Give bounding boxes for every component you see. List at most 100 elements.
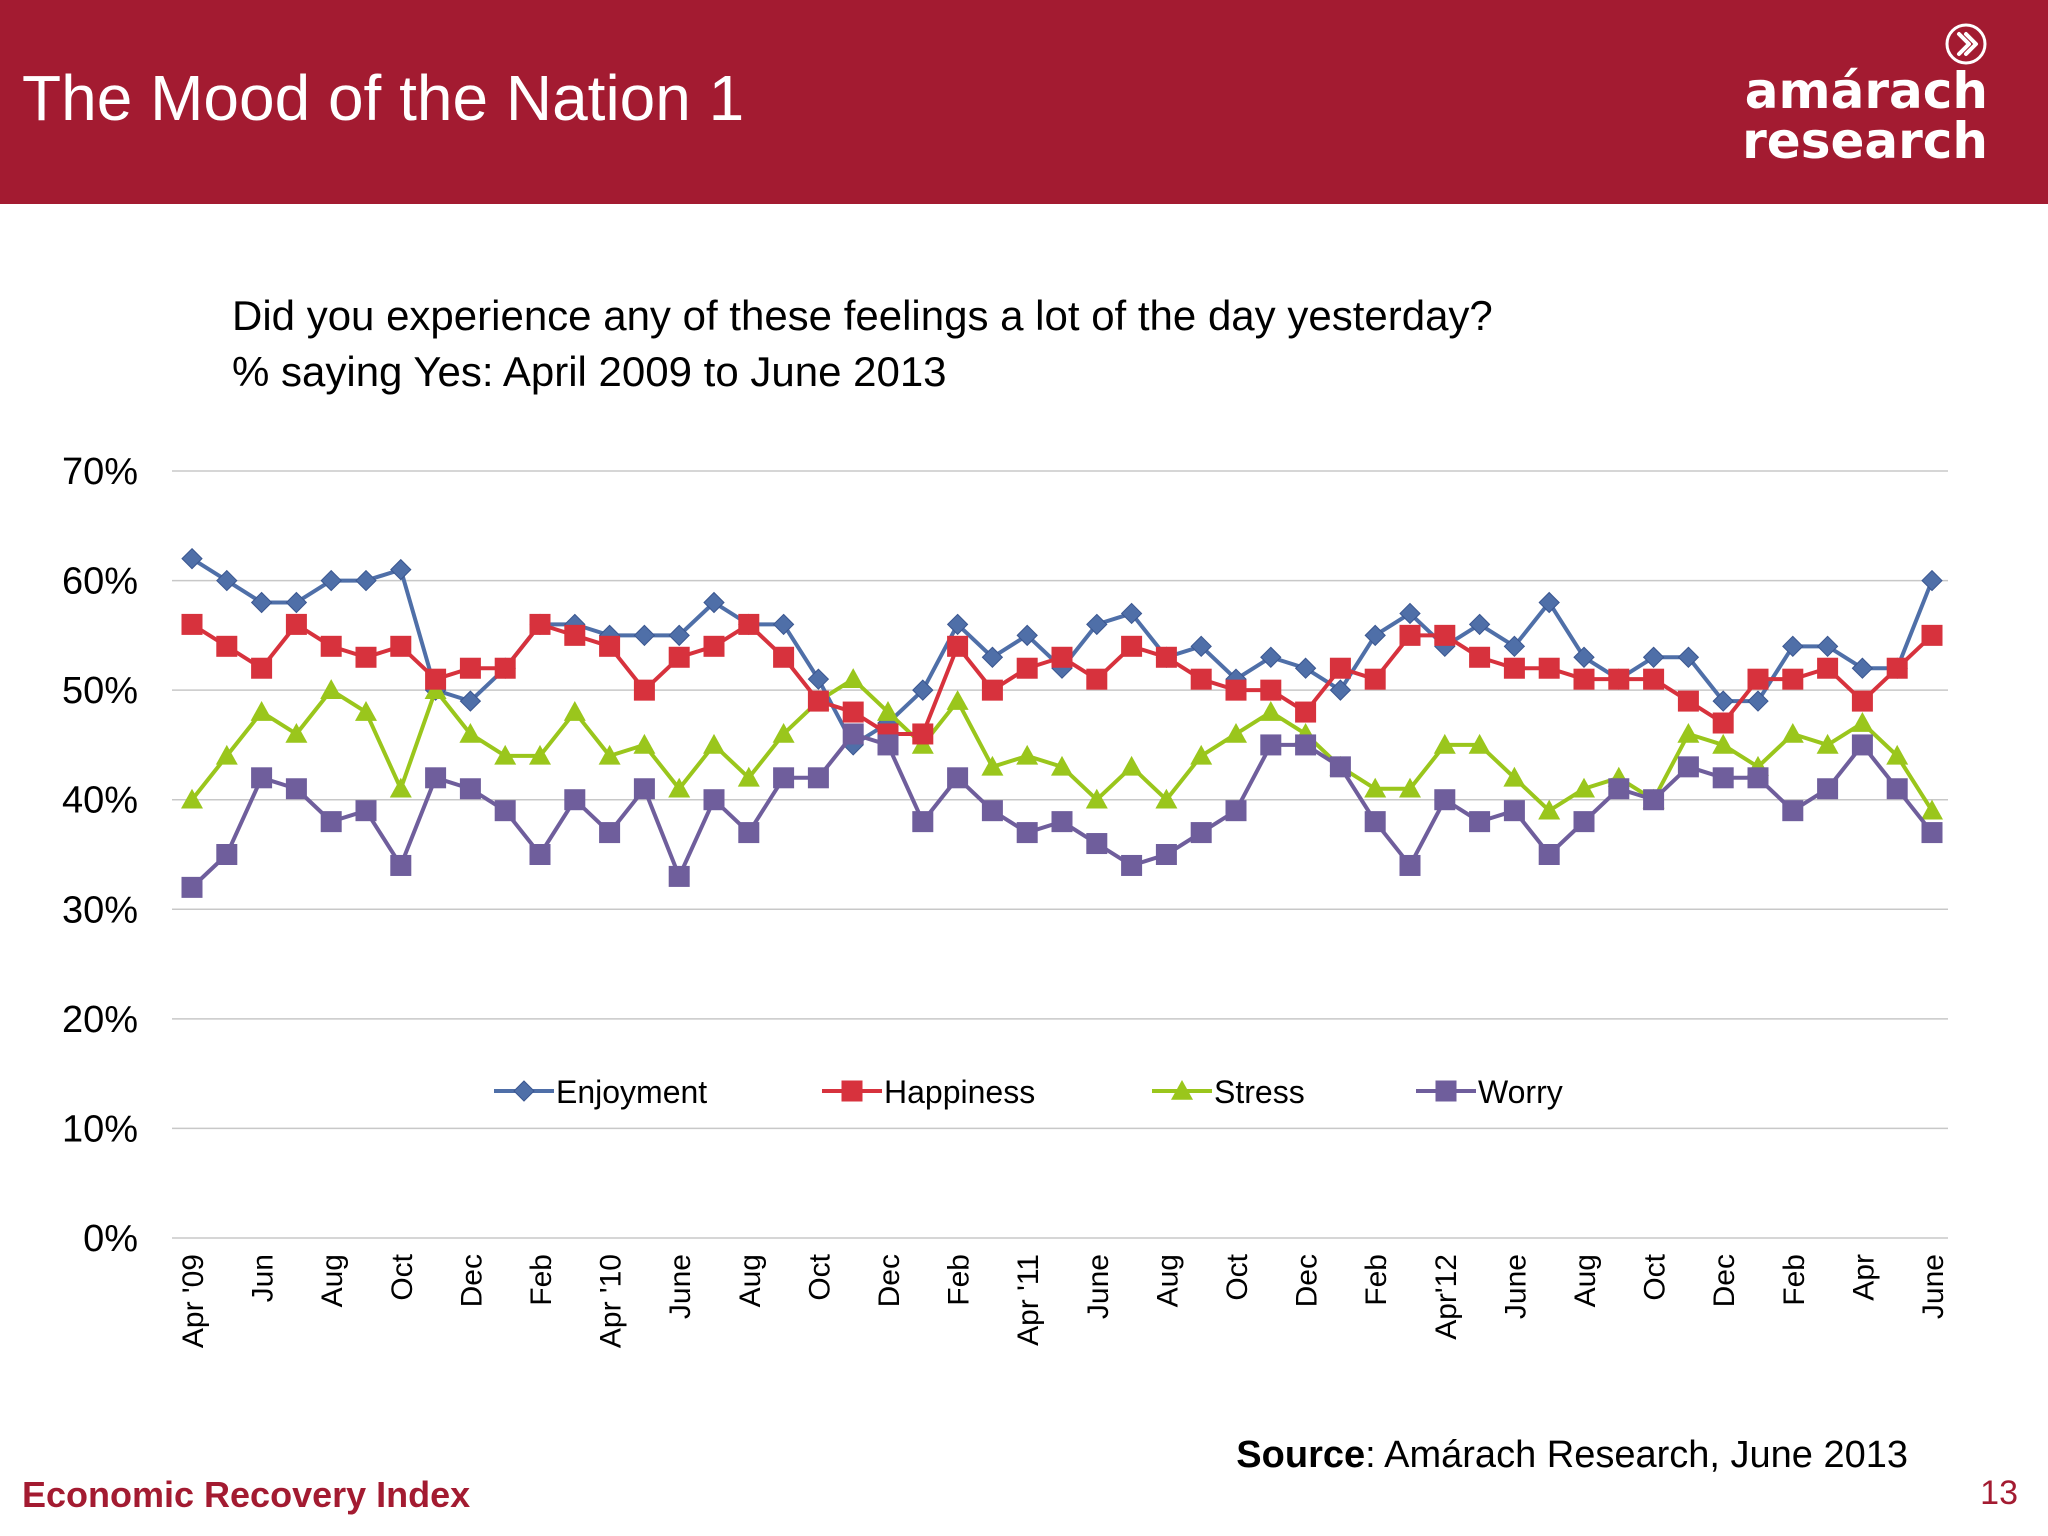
worry-point <box>1364 811 1386 833</box>
enjoyment-point <box>216 569 238 592</box>
legend-marker-happiness <box>841 1080 863 1102</box>
x-tick-label: Feb <box>1778 1254 1811 1306</box>
worry-point <box>1747 767 1769 789</box>
stress-point <box>1259 701 1282 721</box>
happiness-point <box>773 646 795 668</box>
stress-point <box>1364 777 1387 798</box>
worry-point <box>1608 778 1630 800</box>
enjoyment-point <box>1120 602 1143 625</box>
enjoyment-point <box>1503 635 1526 658</box>
worry-point <box>529 844 551 865</box>
stress-point <box>1677 722 1700 743</box>
x-tick-label: June <box>1499 1254 1532 1319</box>
worry-point <box>1538 844 1560 865</box>
x-tick-label: June <box>1082 1254 1115 1319</box>
happiness-point <box>1608 668 1630 690</box>
enjoyment-point <box>1712 690 1734 712</box>
source-note: Source: Amárach Research, June 2013 <box>1236 1434 1908 1477</box>
happiness-point <box>1260 679 1282 701</box>
logo: amárach research <box>1738 22 1988 172</box>
happiness-point <box>633 679 655 701</box>
happiness-point <box>807 690 829 712</box>
enjoyment-point <box>1747 690 1769 712</box>
happiness-point <box>1190 668 1212 690</box>
worry-point <box>1190 822 1212 844</box>
worry-point <box>1921 822 1943 844</box>
stress-point <box>981 755 1004 776</box>
x-tick-label: Oct <box>803 1253 836 1300</box>
happiness-point <box>425 668 447 690</box>
happiness-point <box>1051 646 1073 668</box>
x-tick-label: Apr '10 <box>595 1254 628 1348</box>
happiness-point <box>1573 668 1595 690</box>
happiness-point <box>1121 635 1143 657</box>
happiness-point <box>1469 646 1491 668</box>
stress-point <box>1573 777 1595 798</box>
source-label: Source <box>1236 1434 1366 1476</box>
footer-label: Economic Recovery Index <box>22 1474 471 1515</box>
worry-point <box>1886 778 1908 800</box>
x-tick-label: June <box>1917 1254 1950 1319</box>
worry-point <box>181 876 203 898</box>
stress-point <box>355 701 377 721</box>
happiness-point <box>181 613 203 635</box>
y-tick-label: 50% <box>62 670 138 712</box>
enjoyment-point <box>1851 657 1874 679</box>
worry-point <box>1329 756 1351 778</box>
stress-point <box>1921 799 1943 820</box>
enjoyment-point <box>250 591 273 614</box>
legend-label-enjoyment: Enjoyment <box>556 1074 707 1110</box>
stress-point <box>389 777 412 798</box>
worry-point <box>1086 833 1108 855</box>
enjoyment-point <box>1921 569 1943 592</box>
logo-text: amárach research <box>1742 66 1988 166</box>
worry-point <box>703 789 725 811</box>
stress-point <box>633 733 656 754</box>
happiness-point <box>1016 657 1038 679</box>
happiness-point <box>564 624 586 646</box>
worry-point <box>877 734 899 756</box>
stress-point <box>320 679 343 699</box>
happiness-point <box>1851 690 1873 712</box>
enjoyment-point <box>981 646 1004 668</box>
y-tick-label: 70% <box>62 451 138 493</box>
worry-point <box>1469 811 1491 833</box>
stress-point <box>494 744 517 765</box>
worry-point <box>912 811 934 833</box>
stress-point <box>563 701 586 721</box>
stress-point <box>215 744 238 765</box>
header-bar: The Mood of the Nation 1 amárach researc… <box>0 0 2048 204</box>
happiness-point <box>912 723 934 745</box>
happiness-point <box>216 635 238 657</box>
enjoyment-point <box>1086 613 1108 636</box>
stress-point <box>946 690 969 710</box>
legend-marker-stress <box>1171 1080 1193 1100</box>
x-tick-label: Apr '09 <box>177 1254 210 1348</box>
logo-line-1: amárach <box>1744 62 1988 120</box>
stress-point <box>737 766 760 787</box>
x-tick-label: Oct <box>386 1253 419 1300</box>
worry-point <box>1399 854 1421 876</box>
worry-point <box>633 778 655 800</box>
x-tick-label: Oct <box>1639 1253 1672 1300</box>
x-tick-label: Apr <box>1847 1254 1880 1301</box>
stress-point <box>1051 755 1073 776</box>
logo-line-2: research <box>1742 112 1988 170</box>
enjoyment-point <box>1816 635 1839 658</box>
x-tick-label: Feb <box>1360 1254 1393 1306</box>
x-tick-label: Feb <box>943 1254 976 1306</box>
worry-point <box>1225 800 1247 822</box>
enjoyment-point <box>320 569 342 592</box>
worry-point <box>320 811 342 833</box>
happiness-point <box>1434 624 1456 646</box>
happiness-point <box>1782 668 1804 690</box>
enjoyment-point <box>181 547 203 570</box>
stress-point <box>1712 733 1735 754</box>
x-tick-label: Dec <box>873 1254 906 1307</box>
worry-point <box>216 844 238 865</box>
stress-point <box>842 668 865 688</box>
legend-marker-enjoyment <box>513 1080 535 1102</box>
stress-point <box>1816 733 1839 754</box>
worry-point <box>285 778 307 800</box>
x-tick-label: Aug <box>316 1254 349 1307</box>
